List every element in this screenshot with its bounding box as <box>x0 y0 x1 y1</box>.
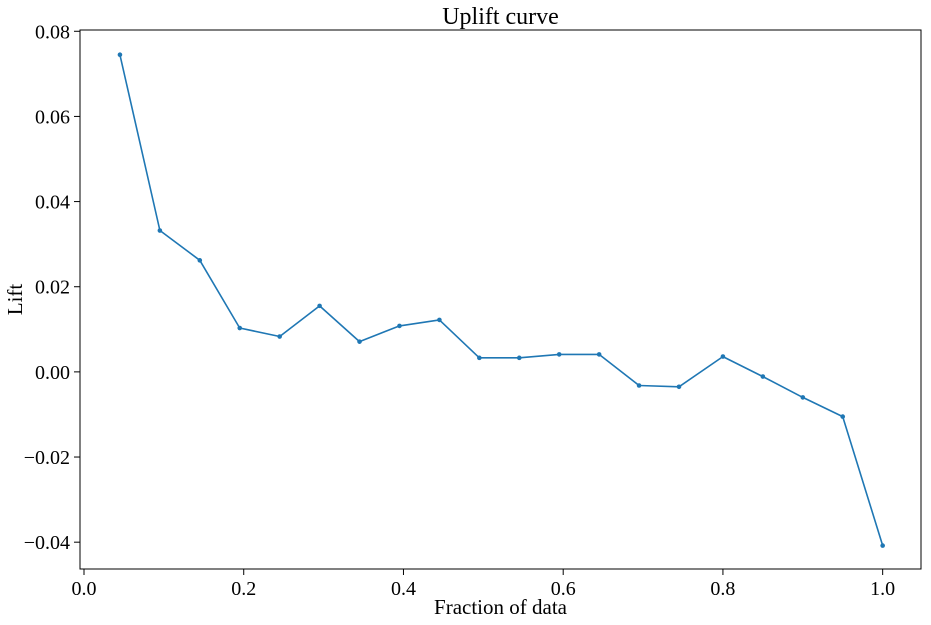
y-tick-label: 0.00 <box>35 362 70 384</box>
data-point <box>157 228 163 233</box>
data-point <box>676 384 682 390</box>
x-tick-label: 0.6 <box>551 578 576 600</box>
data-point <box>516 355 522 361</box>
y-tick-label: 0.04 <box>35 192 70 214</box>
data-point <box>880 543 885 548</box>
x-axis-label: Fraction of data <box>434 595 568 619</box>
data-point <box>277 334 282 339</box>
series-layer <box>117 52 885 548</box>
data-point <box>397 323 402 329</box>
y-tick-label: 0.08 <box>35 21 70 43</box>
plot-area <box>79 29 922 570</box>
data-point <box>477 355 482 361</box>
data-point <box>596 352 602 357</box>
data-point <box>237 325 243 331</box>
data-point <box>117 52 123 57</box>
chart-title: Uplift curve <box>442 4 559 30</box>
x-tick-label: 0.0 <box>71 578 96 600</box>
y-axis: −0.04 −0.02 0.00 0.02 0.04 0.06 0.08 <box>24 21 80 554</box>
data-point <box>556 352 562 357</box>
x-tick-label: 0.4 <box>391 578 416 600</box>
y-tick-label: −0.02 <box>24 447 70 469</box>
data-point <box>760 374 766 379</box>
data-point <box>197 258 203 263</box>
y-tick-label: 0.02 <box>35 277 70 299</box>
x-tick-label: 1.0 <box>870 578 895 600</box>
data-point <box>437 317 442 323</box>
x-axis: 0.0 0.2 0.4 0.6 0.8 1.0 <box>71 569 895 600</box>
y-tick-label: 0.06 <box>35 106 70 128</box>
data-point <box>317 303 322 309</box>
data-point <box>840 414 846 419</box>
series-line <box>119 54 884 546</box>
data-point <box>636 383 642 388</box>
x-tick-label: 0.8 <box>710 578 735 600</box>
data-point <box>800 395 806 400</box>
data-point <box>720 354 726 359</box>
y-tick-label: −0.04 <box>24 532 70 554</box>
x-tick-label: 0.2 <box>231 578 256 600</box>
y-axis-label: Lift <box>3 284 27 316</box>
data-point <box>357 339 362 344</box>
